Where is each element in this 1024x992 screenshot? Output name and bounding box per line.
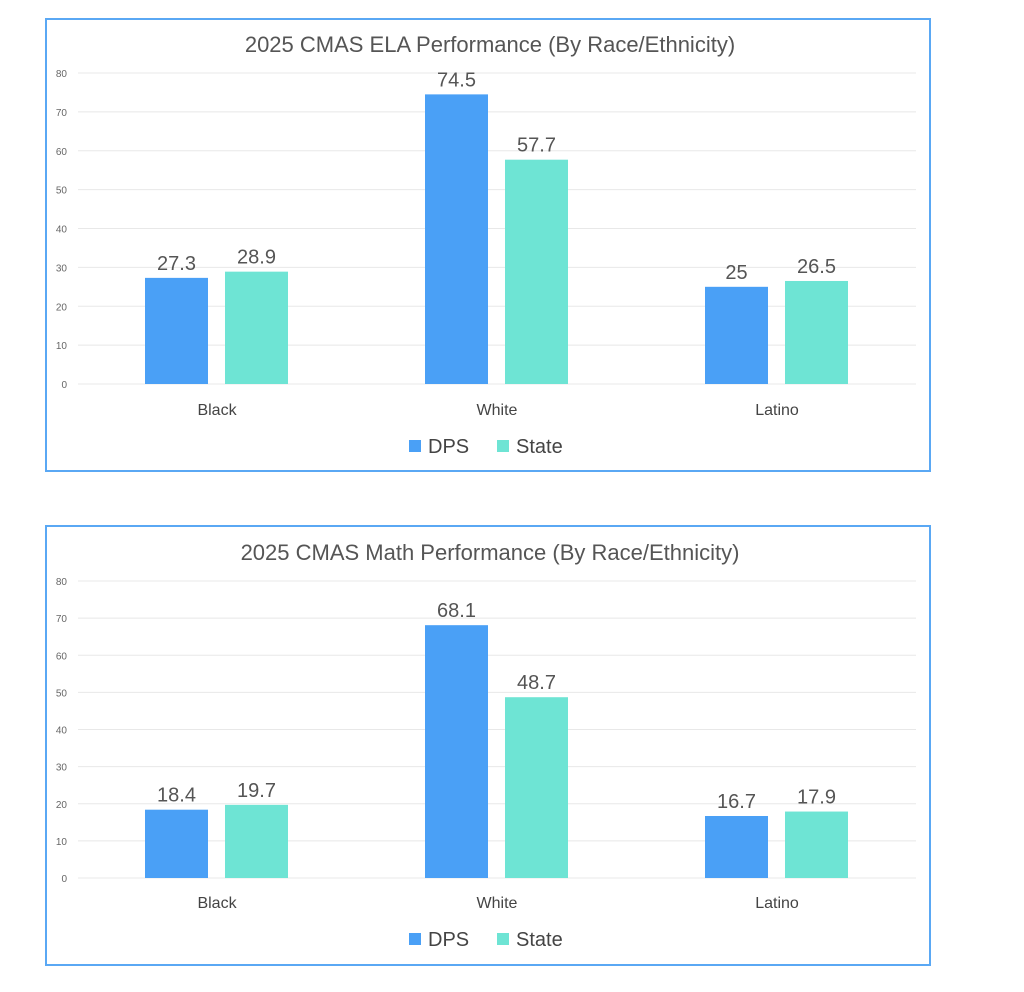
category-label: Black [197,402,237,419]
category-label: White [477,895,518,912]
category-label: Latino [755,895,799,912]
bar-dps-latino [705,286,768,384]
y-tick-label: 10 [56,837,68,848]
data-label: 28.9 [237,247,276,269]
y-tick-label: 80 [56,69,68,80]
chart-title: 2025 CMAS ELA Performance (By Race/Ethni… [245,32,735,57]
bar-state-white [505,159,568,384]
y-tick-label: 30 [56,763,68,774]
y-tick-label: 60 [56,147,68,158]
legend-swatch-state [497,933,509,945]
y-tick-label: 70 [56,614,68,625]
legend-swatch-dps [409,933,421,945]
y-tick-label: 40 [56,225,68,236]
chart-title: 2025 CMAS Math Performance (By Race/Ethn… [241,540,740,565]
bar-state-white [505,697,568,878]
legend-swatch-dps [409,440,421,452]
y-tick-label: 50 [56,688,68,699]
y-tick-label: 20 [56,302,68,313]
bar-state-black [225,271,288,384]
y-tick-label: 40 [56,726,68,737]
bar-dps-black [145,277,208,384]
bar-state-latino [785,811,848,878]
legend-label: DPS [428,436,469,458]
data-label: 25 [725,262,747,284]
bar-dps-latino [705,816,768,878]
data-label: 68.1 [437,600,476,622]
data-label: 18.4 [157,785,196,807]
legend-swatch-state [497,440,509,452]
y-tick-label: 20 [56,800,68,811]
category-label: Latino [755,402,799,419]
legend-label: State [516,929,563,951]
data-label: 19.7 [237,780,276,802]
bar-dps-black [145,809,208,878]
data-label: 48.7 [517,672,556,694]
y-tick-label: 60 [56,651,68,662]
y-tick-label: 80 [56,577,68,588]
y-tick-label: 70 [56,108,68,119]
y-tick-label: 50 [56,186,68,197]
legend-label: State [516,436,563,458]
data-label: 57.7 [517,135,556,157]
y-tick-label: 10 [56,341,68,352]
bar-state-latino [785,280,848,384]
bar-dps-white [425,94,488,384]
category-label: White [477,402,518,419]
data-label: 74.5 [437,69,476,91]
legend-label: DPS [428,929,469,951]
data-label: 26.5 [797,256,836,278]
bar-dps-white [425,625,488,878]
data-label: 16.7 [717,791,756,813]
y-tick-label: 0 [61,874,67,885]
data-label: 17.9 [797,787,836,809]
y-tick-label: 30 [56,263,68,274]
category-label: Black [197,895,237,912]
data-label: 27.3 [157,253,196,275]
bar-state-black [225,804,288,878]
y-tick-label: 0 [61,380,67,391]
